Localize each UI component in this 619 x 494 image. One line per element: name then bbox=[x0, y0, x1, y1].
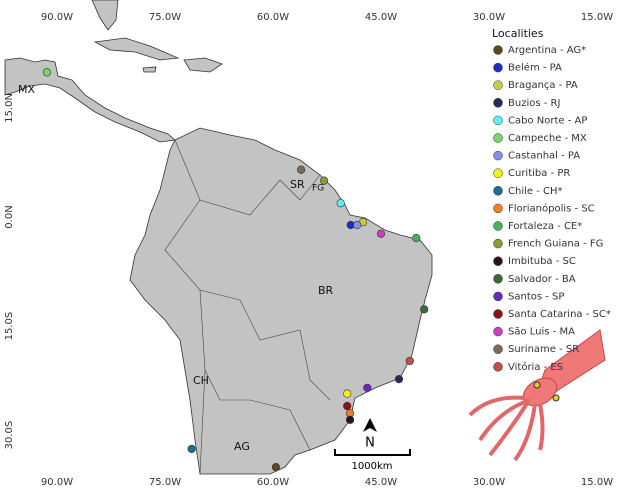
y-tick-label: 30.0S bbox=[4, 421, 15, 450]
locality-point bbox=[405, 356, 414, 366]
x-tick-label: 90.0W bbox=[41, 12, 73, 23]
region-label: AG bbox=[234, 440, 250, 453]
central-america bbox=[4, 57, 176, 143]
x-tick-label: 60.0W bbox=[257, 12, 289, 23]
legend-swatch bbox=[493, 203, 503, 214]
x-tick-label: 30.0W bbox=[473, 12, 505, 23]
locality-point bbox=[343, 389, 352, 398]
legend-label: Argentina - AG* bbox=[508, 45, 586, 56]
legend-label: São Luis - MA bbox=[508, 327, 575, 338]
locality-point bbox=[320, 176, 329, 185]
squid-eye bbox=[533, 381, 541, 389]
south-america bbox=[129, 127, 433, 475]
x-tick-label: 75.0W bbox=[149, 12, 181, 23]
legend-swatch bbox=[493, 133, 503, 143]
x-tick-label: 15.0W bbox=[581, 12, 613, 23]
locality-point bbox=[345, 415, 355, 424]
legend-swatch bbox=[493, 309, 503, 319]
locality-point bbox=[353, 220, 362, 230]
legend-label: Buzios - RJ bbox=[508, 98, 560, 109]
locality-point bbox=[187, 444, 196, 454]
legend-swatch bbox=[493, 80, 503, 90]
legend-swatch bbox=[493, 291, 503, 302]
locality-point bbox=[376, 229, 386, 238]
legend-label: Santos - SP bbox=[508, 291, 564, 302]
legend-swatch bbox=[493, 115, 503, 126]
legend-label: Castanhal - PA bbox=[508, 151, 580, 162]
y-tick-label: 15.0S bbox=[4, 312, 15, 341]
x-tick-label: 45.0W bbox=[365, 477, 397, 488]
legend-label: Imbituba - SC bbox=[508, 256, 576, 267]
legend-label: Campeche - MX bbox=[508, 133, 587, 144]
legend-swatch bbox=[493, 221, 503, 231]
florida bbox=[91, 0, 119, 31]
legend-swatch bbox=[493, 45, 503, 55]
y-tick-label: 15.0N bbox=[4, 93, 15, 123]
legend-label: Vitória - ES bbox=[508, 361, 563, 373]
locality-point bbox=[394, 375, 404, 384]
legend-label: Suriname - SR bbox=[508, 344, 579, 355]
legend-label: Curitiba - PR bbox=[508, 168, 570, 179]
legend-swatch bbox=[493, 150, 503, 161]
squid-eye bbox=[552, 394, 560, 402]
locality-point bbox=[296, 165, 306, 174]
locality-point bbox=[336, 199, 345, 208]
legend-swatch bbox=[493, 168, 503, 178]
legend-swatch bbox=[493, 274, 503, 284]
region-label: CH bbox=[193, 374, 209, 387]
cuba bbox=[93, 37, 180, 61]
locality-point bbox=[271, 462, 280, 472]
x-tick-label: 45.0W bbox=[365, 12, 397, 23]
legend-swatch bbox=[493, 98, 503, 108]
scale-bar: 1000km N bbox=[334, 418, 411, 472]
x-tick-label: 90.0W bbox=[41, 477, 73, 488]
country-borders bbox=[164, 139, 331, 475]
legend-label: Bragança - PA bbox=[508, 80, 578, 91]
region-label: FG bbox=[312, 184, 324, 194]
legend-label: Chile - CH* bbox=[508, 186, 563, 197]
legend-swatch bbox=[493, 62, 503, 73]
legend-swatch bbox=[493, 362, 503, 372]
legend-label: Cabo Norte - AP bbox=[508, 115, 587, 126]
squid bbox=[468, 329, 606, 462]
y-tick-label: 0.0N bbox=[4, 205, 15, 228]
legend-swatch bbox=[493, 344, 503, 354]
region-label: SR bbox=[290, 178, 305, 191]
squid-tentacles bbox=[468, 395, 545, 462]
legend-title: Localities bbox=[492, 27, 544, 40]
locality-point bbox=[42, 68, 52, 77]
locality-point bbox=[420, 305, 429, 314]
hispaniola bbox=[183, 57, 223, 73]
land bbox=[4, 0, 433, 475]
x-tick-label: 60.0W bbox=[257, 477, 289, 488]
legend-swatch bbox=[493, 326, 503, 337]
locality-point bbox=[363, 383, 372, 392]
legend-swatch bbox=[493, 186, 503, 196]
legend-swatch bbox=[493, 238, 503, 249]
legend-label: Santa Catarina - SC* bbox=[508, 309, 611, 320]
scale-label: 1000km bbox=[352, 461, 393, 472]
region-label: MX bbox=[18, 83, 35, 96]
scale-line bbox=[334, 449, 411, 456]
legend-swatch bbox=[493, 256, 503, 266]
jamaica bbox=[142, 66, 157, 73]
legend-label: Salvador - BA bbox=[508, 274, 576, 285]
legend-label: Fortaleza - CE* bbox=[508, 221, 582, 232]
legend-label: French Guiana - FG bbox=[508, 239, 603, 250]
legend-label: Florianópolis - SC bbox=[508, 202, 595, 214]
north-label: N bbox=[365, 436, 375, 451]
locality-point bbox=[412, 233, 421, 243]
legend-label: Belém - PA bbox=[508, 62, 562, 74]
x-tick-label: 15.0W bbox=[581, 477, 613, 488]
locality-point bbox=[343, 401, 352, 411]
region-label: BR bbox=[318, 284, 334, 297]
x-tick-label: 30.0W bbox=[473, 477, 505, 488]
north-arrow bbox=[363, 418, 377, 432]
x-tick-label: 75.0W bbox=[149, 477, 181, 488]
